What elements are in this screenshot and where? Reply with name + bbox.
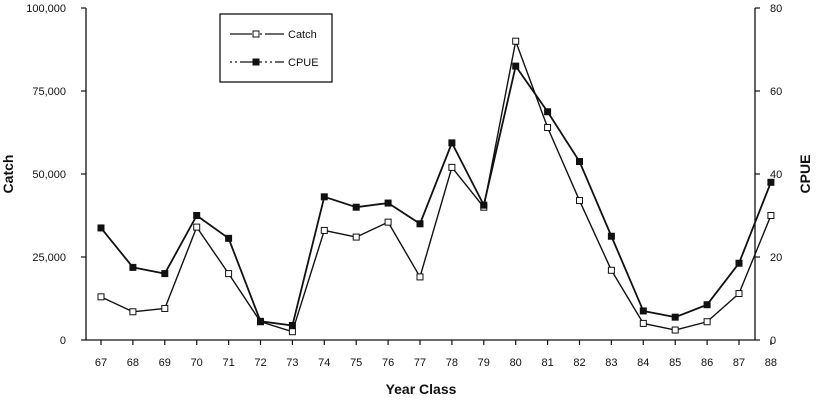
series-catch-point xyxy=(320,226,328,234)
series-cpue-point xyxy=(161,270,169,278)
x-tick-label: 81 xyxy=(541,357,553,369)
series-catch-point xyxy=(416,273,424,281)
series-cpue-point xyxy=(735,259,743,267)
legend-catch-label: Catch xyxy=(288,29,317,41)
x-tick-label: 68 xyxy=(127,357,139,369)
y2-tick-label: 0 xyxy=(770,335,776,347)
series-cpue-point xyxy=(480,201,488,209)
series-catch-point xyxy=(767,212,775,219)
series-catch-point xyxy=(607,266,615,274)
y-axis-title: Catch xyxy=(0,155,16,194)
x-tick-label: 86 xyxy=(701,357,713,369)
series-catch-point xyxy=(193,223,201,231)
series-cpue-point xyxy=(671,313,679,321)
series-catch-point xyxy=(512,37,520,45)
y-tick-label: 50,000 xyxy=(32,169,66,181)
y-tick-label: 100,000 xyxy=(26,3,66,15)
series-catch-point xyxy=(576,197,583,205)
x-tick-label: 74 xyxy=(318,357,330,369)
x-tick-label: 88 xyxy=(765,357,777,369)
legend-cpue-label: CPUE xyxy=(288,57,319,69)
y2-tick-label: 20 xyxy=(770,252,782,264)
series-catch-point xyxy=(352,233,360,241)
x-axis-title: Year Class xyxy=(386,381,457,397)
series-cpue-point xyxy=(352,203,360,211)
y-tick-label: 0 xyxy=(60,335,66,347)
x-tick-label: 70 xyxy=(191,357,203,369)
x-tick-label: 67 xyxy=(95,357,107,369)
x-tick-label: 71 xyxy=(222,357,234,369)
series-catch-point xyxy=(703,318,711,326)
series-catch-point xyxy=(288,328,296,336)
series-cpue-point xyxy=(639,307,647,315)
series-cpue-point xyxy=(703,301,711,309)
series-cpue-point xyxy=(416,220,424,228)
series-cpue-point xyxy=(544,108,552,116)
series-catch-point xyxy=(639,319,647,327)
series-cpue-point xyxy=(320,193,328,201)
series-cpue-point xyxy=(257,317,264,325)
series-cpue-point xyxy=(448,139,456,147)
series-cpue-line xyxy=(100,65,772,327)
series-catch-point xyxy=(671,326,679,334)
series-catch-point xyxy=(735,290,743,298)
x-tick-label: 79 xyxy=(478,357,490,369)
y2-tick-label: 40 xyxy=(770,169,782,181)
x-tick-label: 83 xyxy=(605,357,617,369)
legend: Catch CPUE xyxy=(219,13,333,83)
series-layer xyxy=(97,37,775,336)
legend-catch-marker xyxy=(252,30,260,38)
series-catch-point xyxy=(225,270,233,278)
series-cpue-point xyxy=(384,199,392,207)
axes xyxy=(81,7,772,345)
series-catch-line xyxy=(100,40,772,333)
x-tick-label: 77 xyxy=(414,357,426,369)
series-cpue-point xyxy=(767,178,775,186)
series-cpue-point xyxy=(607,232,615,240)
y2-tick-label: 60 xyxy=(770,86,782,98)
series-cpue-point xyxy=(193,212,201,219)
series-catch-point xyxy=(129,308,137,316)
legend-cpue-marker xyxy=(252,58,260,66)
x-tick-label: 80 xyxy=(510,357,522,369)
series-cpue-point xyxy=(129,263,137,271)
y-tick-label: 75,000 xyxy=(32,86,66,98)
x-tick-label: 78 xyxy=(446,357,458,369)
legend-box xyxy=(219,13,333,83)
x-tick-label: 75 xyxy=(350,357,362,369)
series-cpue-point xyxy=(225,234,233,242)
series-catch-point xyxy=(544,124,552,132)
series-cpue-point xyxy=(512,62,520,70)
series-catch-point xyxy=(97,293,105,301)
x-tick-label: 82 xyxy=(573,357,585,369)
x-tick-label: 76 xyxy=(382,357,394,369)
x-tick-label: 85 xyxy=(669,357,681,369)
y2-tick-label: 80 xyxy=(770,3,782,15)
y-tick-label: 25,000 xyxy=(32,252,66,264)
x-tick-label: 84 xyxy=(637,357,649,369)
series-catch-point xyxy=(161,304,169,312)
y2-axis-title: CPUE xyxy=(797,155,813,194)
series-cpue-point xyxy=(97,224,105,232)
series-cpue-point xyxy=(288,321,296,329)
series-catch-point xyxy=(384,218,392,226)
x-tick-label: 73 xyxy=(286,357,298,369)
series-cpue-point xyxy=(576,158,583,166)
series-catch-point xyxy=(448,163,456,171)
x-tick-label: 87 xyxy=(733,357,745,369)
tick-labels: 0 25,000 50,000 75,000 100,000 0 20 40 60 80 67 68 6… xyxy=(26,3,782,369)
x-tick-label: 72 xyxy=(254,357,266,369)
x-tick-label: 69 xyxy=(159,357,171,369)
